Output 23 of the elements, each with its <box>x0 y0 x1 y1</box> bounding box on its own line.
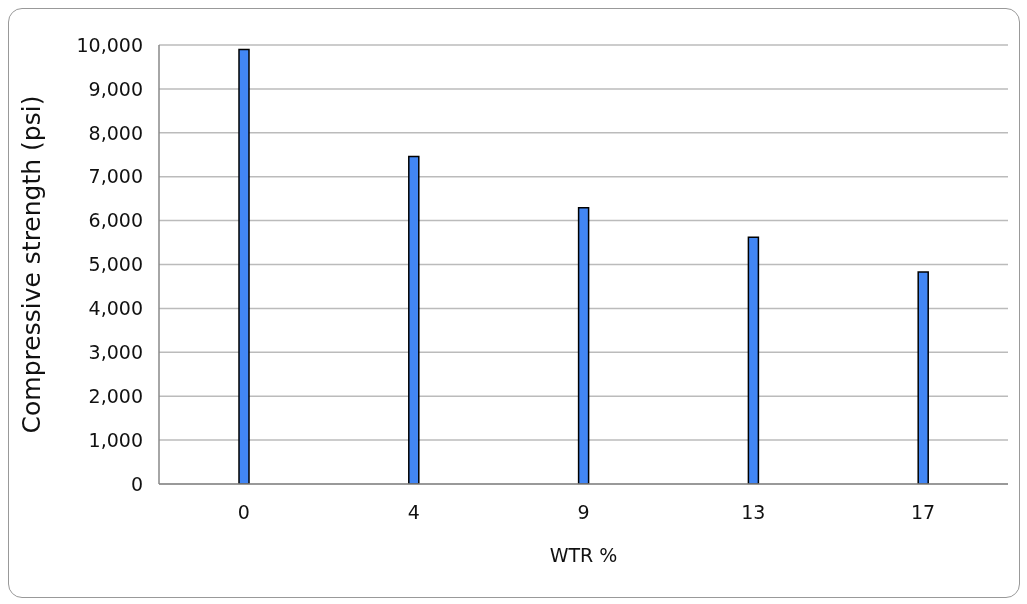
y-tick-label: 0 <box>130 472 143 495</box>
x-tick-label: 13 <box>741 501 766 524</box>
x-axis-title: WTR % <box>549 544 618 566</box>
bar <box>238 48 250 484</box>
y-tick-label: 1,000 <box>88 428 143 451</box>
y-axis-title: Compressive strength (psi) <box>16 95 46 434</box>
y-tick-label: 4,000 <box>88 297 143 320</box>
bar <box>747 236 760 484</box>
x-tick-label: 17 <box>911 501 936 524</box>
bar <box>917 271 929 484</box>
x-tick-label: 0 <box>237 501 250 524</box>
bar <box>577 207 590 484</box>
y-tick-label: 7,000 <box>88 165 143 188</box>
y-tick-label: 9,000 <box>88 77 143 100</box>
y-tick-label: 8,000 <box>88 121 143 144</box>
x-tick-label: 9 <box>577 501 590 524</box>
y-tick-label: 6,000 <box>88 209 143 232</box>
y-tick-label: 3,000 <box>88 341 143 364</box>
y-tick-label: 10,000 <box>76 33 143 56</box>
y-tick-label: 2,000 <box>88 384 143 407</box>
y-tick-label: 5,000 <box>88 253 143 276</box>
x-tick-label: 4 <box>407 501 420 524</box>
bar <box>408 155 420 484</box>
